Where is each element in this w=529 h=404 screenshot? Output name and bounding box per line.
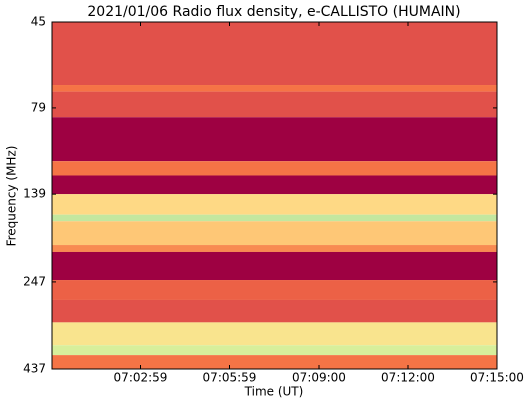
heatmap-band [52,299,497,323]
heatmap-band [52,280,497,300]
x-tick-label: 07:09:00 [292,371,346,385]
heatmap-band [52,221,497,246]
heatmap-band [52,245,497,252]
y-tick-label: 139 [23,187,46,201]
heatmap-band [52,161,497,176]
x-tick-label: 07:05:59 [203,371,257,385]
plot-frame [51,21,498,370]
x-axis-label: Time (UT) [244,385,304,399]
x-tick-label: 07:02:59 [114,371,168,385]
heatmap-band [52,214,497,222]
y-tick-label: 79 [31,100,46,114]
y-tick-label: 437 [23,362,46,376]
heatmap-band [52,194,497,215]
heatmap-band [52,85,497,92]
x-tick-label: 07:12:00 [381,371,435,385]
heatmap-band [52,251,497,281]
y-axis-label: Frequency (MHz) [5,146,19,247]
x-tick-label: 07:15:00 [470,371,524,385]
heatmap-band [52,91,497,118]
heatmap-band [52,345,497,356]
y-tick-label: 247 [23,274,46,288]
heatmap-band [52,355,497,369]
heatmap-band [52,117,497,162]
heatmap-band [52,175,497,195]
y-tick-label: 45 [31,15,46,29]
heatmap-band [52,322,497,346]
chart-title: 2021/01/06 Radio flux density, e-CALLIST… [87,4,460,20]
heatmap-band [52,22,497,86]
